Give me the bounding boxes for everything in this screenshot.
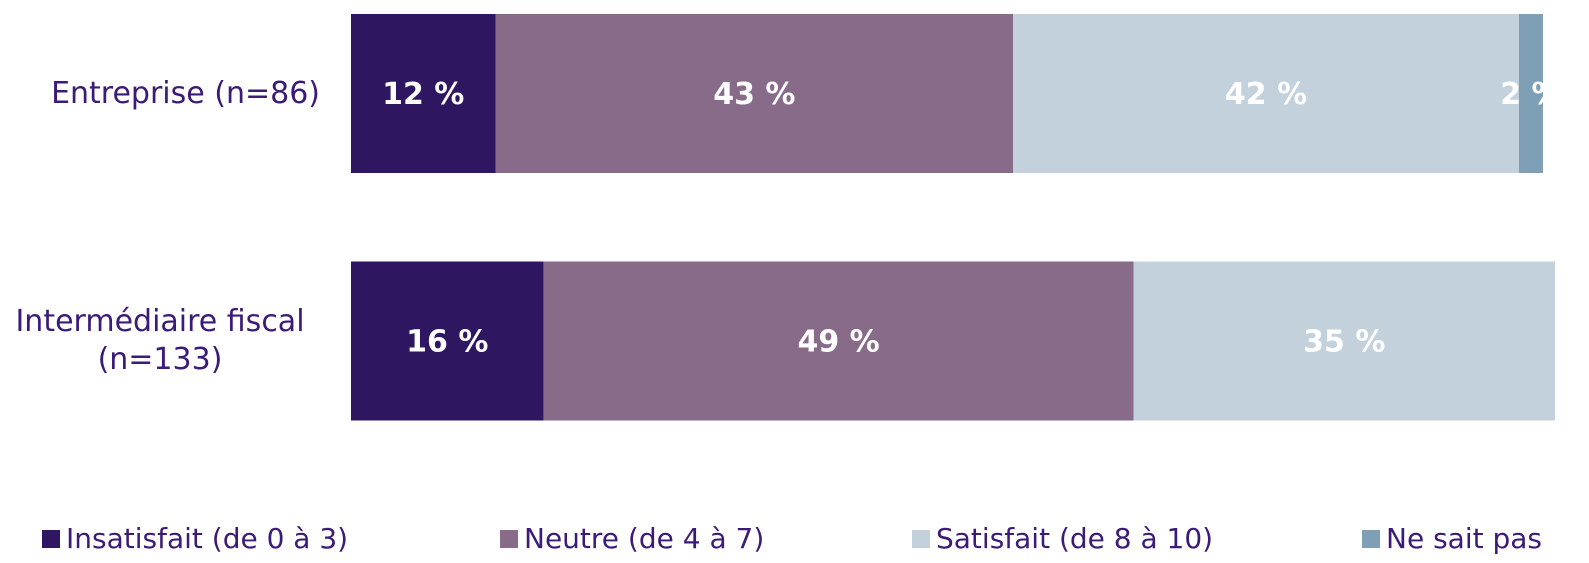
legend-label: Ne sait pas — [1386, 522, 1542, 555]
bar-segment — [1013, 14, 1519, 173]
value-label: 2 % — [1500, 77, 1561, 112]
bar-segment — [543, 261, 1134, 421]
legend-item: Neutre (de 4 à 7) — [500, 522, 764, 555]
legend-item: Satisfait (de 8 à 10) — [912, 522, 1213, 555]
legend-swatch — [1362, 529, 1380, 548]
bar-segment — [351, 261, 544, 421]
category-label: Intermédiaire fiscal (n=133) — [15, 304, 305, 377]
legend-item: Ne sait pas — [1362, 522, 1542, 555]
value-label: 43 % — [713, 77, 795, 112]
bar-segment — [351, 14, 496, 173]
value-label: 49 % — [797, 325, 879, 360]
bar-segment — [1518, 14, 1543, 173]
bar-segment — [1133, 261, 1555, 421]
legend-swatch — [912, 529, 930, 548]
value-label: 12 % — [382, 77, 464, 112]
legend-swatch — [500, 529, 518, 548]
legend-label: Neutre (de 4 à 7) — [524, 522, 765, 555]
category-label: Entreprise (n=86) — [51, 75, 320, 111]
legend-label: Satisfait (de 8 à 10) — [936, 522, 1214, 555]
value-label: 35 % — [1303, 325, 1385, 360]
bar-segment — [495, 14, 1014, 173]
legend-swatch — [42, 529, 60, 548]
legend-label: Insatisfait (de 0 à 3) — [66, 522, 349, 555]
value-label: 42 % — [1225, 77, 1307, 112]
value-label: 16 % — [406, 325, 488, 360]
legend-item: Insatisfait (de 0 à 3) — [42, 522, 348, 555]
